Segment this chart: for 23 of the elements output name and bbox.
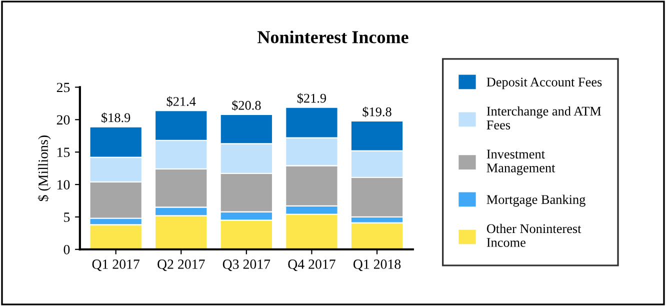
x-tick-label: Q4 2017 [288, 260, 336, 271]
y-axis-title: $ (Millions) [38, 136, 51, 202]
legend-label: Mortgage Banking [486, 194, 586, 207]
y-tick-label: 10 [58, 180, 70, 190]
legend-label: Deposit Account Fees [486, 78, 602, 90]
x-tick-label: Q1 2018 [353, 260, 401, 271]
legend-label: Investment Management [486, 150, 556, 176]
x-tick-label: Q1 2017 [92, 260, 140, 271]
y-tick-label: 0 [64, 244, 70, 254]
y-tick-label: 5 [64, 212, 70, 222]
total-label: $20.8 [232, 100, 261, 111]
total-label: $19.8 [362, 106, 392, 118]
legend-label: Other Noninterest Income [486, 224, 582, 247]
chart-title: Noninterest Income [258, 30, 408, 44]
y-tick-label: 25 [56, 82, 70, 92]
legend-label: Interchange and ATM Fees [486, 106, 602, 130]
y-tick-label: 20 [56, 115, 70, 125]
x-tick-label: Q3 2017 [222, 260, 270, 271]
total-label: $21.4 [166, 96, 196, 107]
total-label: $21.9 [297, 93, 326, 104]
total-label: $18.9 [102, 112, 130, 124]
y-tick-label: 15 [58, 148, 70, 158]
x-tick-label: Q2 2017 [158, 260, 205, 271]
